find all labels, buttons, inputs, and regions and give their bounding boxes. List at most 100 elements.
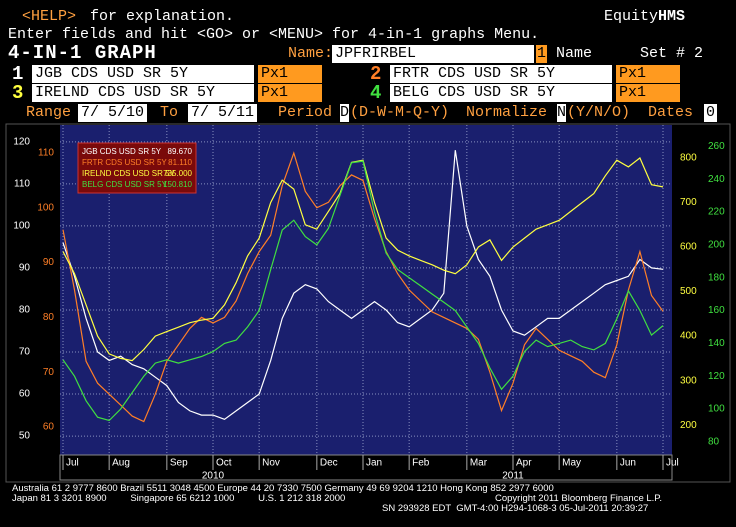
footer-line: Copyright 2011 Bloomberg Finance L.P. bbox=[495, 493, 663, 504]
field-number: 4 bbox=[370, 82, 382, 104]
series-line bbox=[62, 150, 664, 420]
set-label: Set # 2 bbox=[640, 45, 704, 62]
help-key[interactable]: <HELP> bbox=[22, 8, 77, 25]
y-tick-label: 100 bbox=[13, 221, 30, 232]
help-text: for explanation. bbox=[90, 8, 235, 25]
x-tick-label: Sep bbox=[170, 458, 188, 469]
brand-bold: HMS bbox=[658, 8, 686, 25]
y-tick-label: 400 bbox=[680, 331, 697, 342]
to-label: To bbox=[160, 104, 179, 121]
range-start[interactable]: 7/ 5/10 bbox=[78, 104, 148, 122]
series-line bbox=[62, 151, 664, 423]
y-tick-label: 80 bbox=[43, 312, 55, 323]
legend-box bbox=[77, 142, 197, 194]
name-label: Name: bbox=[288, 45, 334, 62]
name-index[interactable]: 1 bbox=[536, 45, 548, 63]
dates-label: Dates bbox=[648, 104, 694, 121]
legend-name: IRELND CDS USD SR 5Y bbox=[82, 169, 176, 178]
footer-line: Australia 61 2 9777 8600 Brazil 5511 304… bbox=[12, 483, 554, 494]
field-ticker[interactable]: BELG CDS USD SR 5Y bbox=[390, 84, 612, 102]
range-label: Range bbox=[26, 104, 72, 121]
y-tick-label: 800 bbox=[680, 153, 697, 164]
legend-value: 81.110 bbox=[168, 158, 192, 167]
x-axis-strip bbox=[59, 454, 673, 481]
y-tick-label: 140 bbox=[708, 338, 725, 349]
name-field[interactable]: JPFRIRBEL bbox=[332, 45, 534, 63]
y-tick-label: 60 bbox=[19, 389, 31, 400]
field-number: 3 bbox=[12, 82, 24, 104]
field-number: 2 bbox=[370, 63, 382, 85]
y-tick-label: 220 bbox=[708, 207, 725, 218]
period-value[interactable]: D bbox=[340, 104, 350, 122]
x-tick-label: Nov bbox=[262, 458, 280, 469]
footer-line: SN 293928 EDT GMT-4:00 H294-1068-3 05-Ju… bbox=[382, 503, 649, 514]
dates-value[interactable]: 0 bbox=[704, 104, 718, 122]
y-tick-label: 300 bbox=[680, 375, 697, 386]
normalize-options: (Y/N/O) bbox=[567, 104, 631, 121]
y-tick-label: 50 bbox=[19, 431, 31, 442]
field-px[interactable]: Px1 bbox=[258, 65, 322, 83]
field-px[interactable]: Px1 bbox=[616, 65, 680, 83]
x-tick-label: Jun bbox=[620, 458, 636, 469]
y-tick-label: 120 bbox=[13, 136, 30, 147]
name-text: Name bbox=[556, 45, 593, 62]
field-px[interactable]: Px1 bbox=[258, 84, 322, 102]
field-number: 1 bbox=[12, 63, 24, 85]
normalize-value[interactable]: N bbox=[557, 104, 567, 122]
x-tick-label: Apr bbox=[516, 458, 532, 469]
legend-value: 735.000 bbox=[163, 169, 192, 178]
field-ticker[interactable]: IRELND CDS USD SR 5Y bbox=[32, 84, 254, 102]
series-line bbox=[62, 160, 664, 422]
y-tick-label: 200 bbox=[708, 239, 725, 250]
instructions: Enter fields and hit <GO> or <MENU> for … bbox=[8, 26, 540, 43]
y-tick-label: 120 bbox=[708, 371, 725, 382]
year-label: 2011 bbox=[502, 471, 524, 482]
x-tick-label: Aug bbox=[112, 458, 130, 469]
year-label: 2010 bbox=[202, 471, 225, 482]
brand: EquityHMS bbox=[604, 8, 685, 26]
x-tick-label: Feb bbox=[412, 458, 430, 469]
y-tick-label: 90 bbox=[19, 263, 31, 274]
legend-name: JGB CDS USD SR 5Y bbox=[82, 147, 162, 156]
y-tick-label: 240 bbox=[708, 174, 725, 185]
period-options: (D-W-M-Q-Y) bbox=[350, 104, 450, 121]
field-ticker[interactable]: FRTR CDS USD SR 5Y bbox=[390, 65, 612, 83]
y-tick-label: 80 bbox=[708, 437, 720, 448]
y-tick-label: 110 bbox=[14, 178, 30, 189]
y-tick-label: 100 bbox=[708, 404, 725, 415]
x-tick-label: Jul bbox=[66, 458, 79, 469]
y-tick-label: 100 bbox=[37, 202, 54, 213]
x-tick-label: Mar bbox=[470, 458, 488, 469]
y-tick-label: 180 bbox=[708, 272, 725, 283]
y-tick-label: 160 bbox=[708, 305, 725, 316]
y-tick-label: 70 bbox=[19, 347, 31, 358]
footer-line: Japan 81 3 3201 8900 Singapore 65 6212 1… bbox=[12, 493, 346, 504]
field-px[interactable]: Px1 bbox=[616, 84, 680, 102]
brand-main: Equity bbox=[604, 8, 659, 25]
y-tick-label: 60 bbox=[43, 422, 55, 433]
legend-name: FRTR CDS USD SR 5Y bbox=[82, 158, 167, 167]
y-tick-label: 70 bbox=[43, 367, 55, 378]
y-tick-label: 90 bbox=[43, 257, 55, 268]
series-line bbox=[62, 157, 664, 362]
y-tick-label: 80 bbox=[19, 305, 31, 316]
field-ticker[interactable]: JGB CDS USD SR 5Y bbox=[32, 65, 254, 83]
screen-title: 4-IN-1 GRAPH bbox=[8, 42, 157, 64]
y-tick-label: 110 bbox=[38, 148, 54, 159]
legend-value: 150.810 bbox=[163, 180, 192, 189]
x-tick-label: Jan bbox=[366, 458, 382, 469]
y-tick-label: 260 bbox=[708, 141, 725, 152]
x-tick-label: Dec bbox=[320, 458, 338, 469]
x-tick-label: Jul bbox=[666, 458, 679, 469]
x-tick-label: May bbox=[562, 458, 581, 469]
y-tick-label: 200 bbox=[680, 420, 697, 431]
normalize-label: Normalize bbox=[466, 104, 548, 121]
x-tick-label: Oct bbox=[216, 458, 232, 469]
y-tick-label: 600 bbox=[680, 242, 697, 253]
y-tick-label: 500 bbox=[680, 286, 697, 297]
legend-value: 89.670 bbox=[168, 147, 193, 156]
range-end[interactable]: 7/ 5/11 bbox=[188, 104, 258, 122]
period-label: Period bbox=[278, 104, 333, 121]
